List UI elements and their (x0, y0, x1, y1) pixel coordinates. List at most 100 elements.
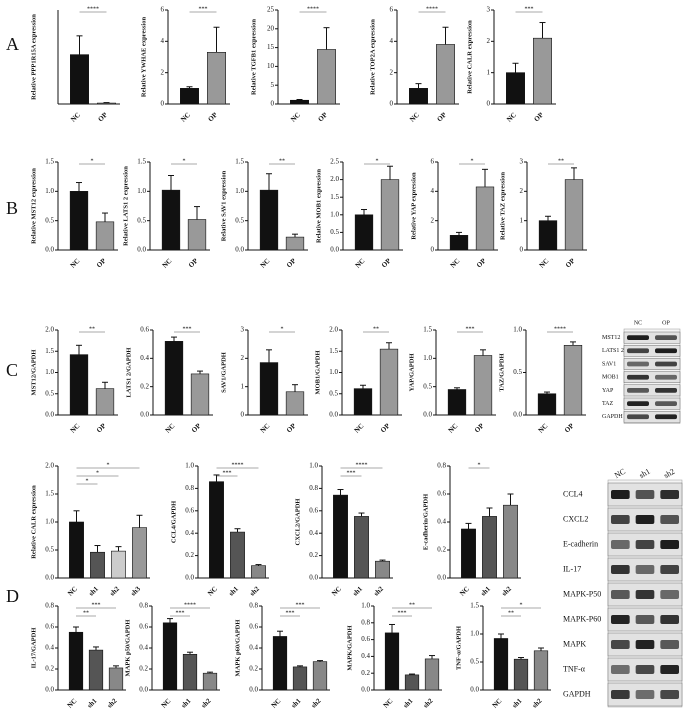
significance-label: * (91, 158, 94, 164)
blot-row-label: LATS1 2 (602, 348, 624, 354)
y-tick-label: 0 (390, 100, 394, 108)
bar (111, 550, 126, 579)
x-tick-label: sh1 (227, 585, 240, 598)
y-tick-label: 25 (267, 6, 275, 14)
y-axis-label: MAPK p50/GAPDH (124, 620, 131, 677)
x-tick-label: sh2 (422, 697, 435, 710)
y-tick-label: 0.4 (437, 518, 446, 526)
y-tick-label: 1.0 (45, 368, 54, 376)
bar (564, 179, 584, 251)
y-tick-label: 0.4 (361, 652, 370, 660)
blot-lane (623, 345, 681, 357)
blot-band (627, 361, 649, 367)
x-tick-label: OP (379, 421, 392, 434)
y-axis-label: Relative MST12 expression (30, 168, 37, 244)
significance-label: ** (89, 326, 95, 332)
x-tick-label: NC (259, 257, 272, 270)
y-tick-label: 1 (241, 382, 245, 390)
bar (354, 214, 374, 251)
blot-band (611, 690, 630, 699)
y-axis-label: E-cadherin/GAPDH (422, 494, 429, 550)
bar (538, 220, 558, 251)
blot-band (655, 348, 677, 354)
blot-band (635, 615, 655, 624)
significance-label: *** (296, 602, 305, 608)
x-tick-label: NC (69, 422, 82, 435)
x-tick-label: NC (537, 422, 550, 435)
y-tick-label: 0.0 (235, 246, 244, 254)
y-tick-label: 2.0 (330, 175, 339, 183)
y-tick-label: 2 (431, 216, 435, 224)
y-tick-label: 0.5 (423, 382, 432, 390)
blot-band (627, 335, 649, 340)
blot-band (627, 388, 649, 393)
y-tick-label: 0.0 (140, 411, 149, 419)
blot-band (660, 690, 679, 699)
bar (180, 88, 199, 105)
bar (70, 54, 89, 105)
x-tick-label: OP (285, 256, 298, 269)
y-tick-label: 1.5 (329, 347, 338, 355)
y-tick-label: 1.0 (185, 462, 194, 470)
y-tick-label: 1.0 (330, 210, 339, 218)
y-tick-label: 0.2 (249, 665, 258, 673)
y-tick-label: 0 (161, 100, 165, 108)
y-tick-label: 1.5 (423, 326, 432, 334)
significance-label: **** (554, 326, 566, 332)
significance-label: * (281, 326, 284, 332)
y-tick-label: 0.4 (45, 644, 54, 652)
y-axis-label: TAZ/GAPDH (498, 353, 505, 391)
y-axis-label: MOB1/GAPDH (314, 350, 321, 394)
y-axis-label: Relative PPP1R15A expression (30, 14, 37, 100)
blot-band (660, 540, 679, 549)
panel-label: A (6, 34, 19, 54)
y-tick-label: 0.5 (45, 216, 54, 224)
bar (88, 649, 104, 691)
y-tick-label: 2.0 (329, 326, 338, 334)
y-tick-label: 1.0 (45, 518, 54, 526)
blot-band (655, 335, 677, 340)
blot-column-label: OP (662, 320, 670, 326)
y-tick-label: 0.0 (137, 246, 146, 254)
blot-column-label: NC (634, 320, 642, 326)
x-tick-label: sh2 (500, 585, 513, 598)
y-tick-label: 10 (267, 62, 275, 70)
bar (69, 521, 84, 579)
blot-band (660, 565, 679, 574)
y-tick-label: 1 (487, 68, 491, 76)
blot-band (655, 414, 677, 420)
significance-label: *** (525, 6, 534, 12)
y-tick-label: 2.0 (45, 326, 54, 334)
y-tick-label: 0.0 (45, 686, 54, 694)
blot-band (635, 565, 655, 574)
blot-lane (623, 411, 681, 423)
significance-label: ** (508, 610, 514, 616)
bar (259, 189, 279, 251)
y-tick-label: 0.8 (309, 484, 318, 492)
y-tick-label: 4 (390, 37, 394, 45)
blot-band (611, 640, 630, 649)
significance-label: **** (232, 462, 244, 468)
bar (537, 393, 557, 416)
blot-band (611, 565, 630, 574)
y-tick-label: 2 (487, 37, 491, 45)
y-tick-label: 1.5 (235, 158, 244, 166)
x-tick-label: sh2 (248, 585, 261, 598)
blot-row-label: CCL4 (563, 489, 583, 498)
bar (68, 631, 84, 691)
x-tick-label: NC (66, 585, 79, 598)
blot-column-label: NC (613, 467, 627, 480)
y-tick-label: 0.6 (437, 490, 446, 498)
x-tick-label: NC (408, 111, 421, 124)
y-tick-label: 0.0 (45, 246, 54, 254)
blot-band (660, 590, 679, 599)
blot-row-label: SAV1 (602, 361, 616, 367)
y-tick-label: 0 (431, 246, 435, 254)
blot-row-label: MOB1 (602, 375, 619, 381)
y-tick-label: 0.0 (513, 411, 522, 419)
x-tick-label: NC (259, 422, 272, 435)
bar (187, 219, 207, 251)
y-tick-label: 0.0 (45, 411, 54, 419)
blot-row-label: YAP (602, 388, 614, 394)
